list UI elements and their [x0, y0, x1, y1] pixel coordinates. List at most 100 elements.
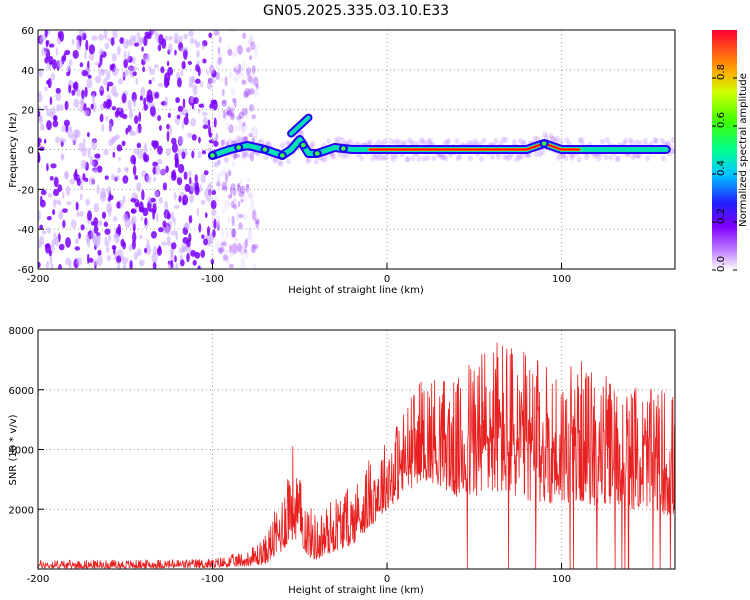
- noise-blob: [215, 71, 220, 80]
- track-halo: [564, 137, 570, 144]
- noise-blob: [38, 261, 41, 268]
- track-halo: [652, 137, 658, 144]
- noise-blob: [61, 191, 65, 199]
- colorbar-gradient: [712, 30, 737, 270]
- noise-blob: [84, 49, 87, 60]
- noise-blob: [87, 147, 91, 159]
- track-halo: [507, 154, 513, 161]
- track-blob-core: [210, 153, 215, 158]
- noise-blob: [106, 185, 112, 195]
- noise-blob: [238, 190, 245, 198]
- noise-blob: [222, 254, 228, 262]
- noise-blob: [225, 110, 229, 116]
- noise-blob: [210, 258, 215, 265]
- noise-blob: [229, 251, 235, 258]
- track-halo: [326, 137, 332, 144]
- noise-blob: [236, 117, 241, 123]
- track-halo: [555, 154, 561, 161]
- noise-blob: [150, 30, 157, 35]
- noise-blob: [225, 231, 229, 239]
- noise-blob: [169, 254, 175, 263]
- noise-blob: [61, 208, 68, 213]
- noise-blob: [198, 136, 201, 144]
- track-halo: [629, 139, 635, 146]
- track-halo: [401, 139, 407, 146]
- noise-blob: [187, 60, 193, 65]
- noise-blob: [184, 183, 191, 193]
- track-halo: [409, 139, 415, 146]
- noise-blob: [76, 178, 81, 186]
- track-halo: [500, 136, 506, 143]
- noise-blob: [39, 35, 44, 45]
- noise-blob: [157, 44, 162, 52]
- noise-blob: [238, 213, 244, 219]
- noise-blob: [241, 107, 248, 116]
- noise-blob: [208, 131, 213, 138]
- noise-blob: [197, 108, 201, 114]
- noise-blob: [58, 104, 64, 112]
- noise-blob: [247, 75, 253, 83]
- noise-blob: [138, 111, 142, 122]
- noise-blob: [222, 112, 228, 121]
- noise-blob: [64, 100, 69, 111]
- noise-blob: [213, 30, 220, 36]
- noise-blob: [108, 139, 114, 147]
- noise-blob: [99, 54, 103, 66]
- noise-blob: [170, 172, 177, 181]
- track-halo: [466, 139, 472, 146]
- noise-blob: [213, 218, 217, 230]
- noise-blob: [46, 163, 49, 172]
- noise-blob: [218, 247, 224, 255]
- noise-blob: [91, 92, 96, 103]
- noise-blob: [249, 80, 256, 86]
- noise-blob: [221, 229, 224, 238]
- noise-blob: [246, 192, 253, 199]
- track-halo: [344, 152, 350, 159]
- noise-blob: [217, 159, 221, 166]
- noise-blob: [219, 76, 224, 83]
- noise-blob: [209, 103, 214, 109]
- noise-blob: [230, 183, 236, 190]
- noise-blob: [210, 199, 217, 210]
- track-halo: [375, 155, 381, 162]
- noise-blob: [133, 115, 139, 124]
- noise-blob: [40, 189, 47, 196]
- noise-blob: [208, 32, 212, 39]
- noise-blob: [245, 236, 249, 245]
- noise-blob: [203, 238, 208, 246]
- noise-blob: [180, 69, 184, 77]
- noise-blob: [191, 134, 197, 141]
- noise-blob: [69, 178, 76, 185]
- track-halo: [285, 158, 291, 165]
- noise-blob: [196, 50, 200, 58]
- noise-blob: [149, 68, 155, 76]
- noise-blob: [182, 98, 186, 109]
- noise-blob: [168, 43, 173, 54]
- noise-blob: [174, 39, 180, 44]
- noise-blob: [131, 66, 138, 71]
- noise-blob: [112, 216, 118, 222]
- noise-blob: [150, 231, 157, 239]
- track-halo: [393, 152, 399, 159]
- noise-blob: [166, 131, 170, 142]
- noise-blob: [55, 87, 61, 94]
- noise-blob: [147, 196, 152, 204]
- noise-blob: [240, 198, 244, 203]
- noise-blob: [143, 142, 148, 154]
- spectrogram-y-tick-label: 0: [28, 146, 34, 157]
- track-halo: [277, 159, 283, 166]
- track-halo: [521, 139, 527, 146]
- noise-blob: [213, 161, 219, 168]
- noise-blob: [194, 78, 201, 84]
- track-halo: [503, 136, 509, 143]
- track-halo: [548, 133, 554, 140]
- noise-blob: [162, 220, 167, 228]
- track-halo: [603, 154, 609, 161]
- track-halo: [642, 137, 648, 144]
- noise-blob: [81, 89, 85, 100]
- noise-blob: [227, 105, 231, 116]
- noise-blob: [112, 135, 117, 142]
- noise-blob: [104, 42, 110, 50]
- noise-blob: [43, 138, 47, 144]
- noise-blob: [231, 198, 237, 203]
